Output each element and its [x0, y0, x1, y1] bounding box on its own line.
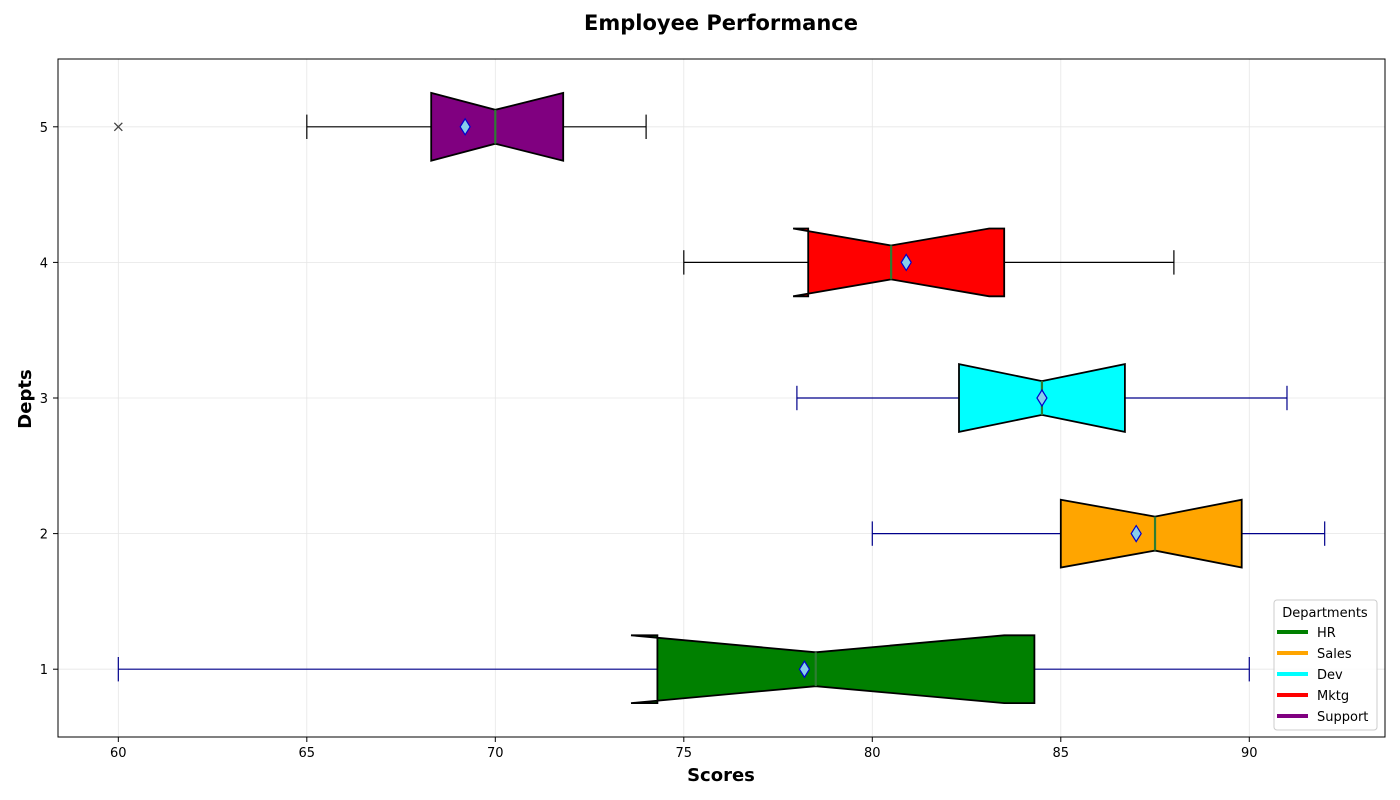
y-tick-label: 4	[40, 256, 48, 271]
x-tick-label: 75	[676, 746, 693, 761]
axis-ticks: 60 65 70 75 80 85 90 1 2 3 4 5	[40, 121, 1258, 761]
y-tick-label: 3	[40, 392, 48, 407]
x-tick-label: 60	[110, 746, 127, 761]
y-tick-label: 1	[40, 663, 48, 678]
legend-label-hr: HR	[1317, 626, 1336, 641]
box-sales	[1059, 498, 1243, 569]
box-hr	[630, 634, 1036, 704]
x-tick-label: 85	[1053, 746, 1070, 761]
outlier-marker	[113, 122, 123, 132]
y-tick-label: 2	[40, 528, 48, 543]
legend-label-mktg: Mktg	[1317, 689, 1349, 704]
x-axis-title: Scores	[687, 765, 755, 786]
y-axis-title: Depts	[15, 369, 36, 428]
legend: Departments HR Sales Dev Mktg Support	[1273, 599, 1378, 731]
legend-label-sales: Sales	[1317, 647, 1352, 662]
chart-title: Employee Performance	[584, 11, 858, 35]
mean-marker-mktg	[900, 253, 912, 272]
box-support	[430, 91, 565, 162]
y-tick-label: 5	[40, 121, 48, 136]
box-mktg	[792, 227, 1006, 298]
x-tick-label: 80	[864, 746, 881, 761]
legend-title: Departments	[1282, 606, 1368, 621]
boxes	[113, 91, 1243, 704]
mean-marker-support	[459, 117, 471, 136]
mean-marker-dev	[1036, 388, 1048, 408]
mean-marker-sales	[1130, 524, 1142, 543]
x-tick-label: 70	[487, 746, 504, 761]
x-tick-label: 65	[299, 746, 316, 761]
legend-entries: HR Sales Dev Mktg Support	[1277, 626, 1368, 725]
legend-label-support: Support	[1317, 710, 1368, 725]
whiskers	[117, 114, 1326, 682]
mean-marker-hr	[798, 660, 811, 679]
x-tick-label: 90	[1241, 746, 1258, 761]
legend-label-dev: Dev	[1317, 668, 1343, 683]
